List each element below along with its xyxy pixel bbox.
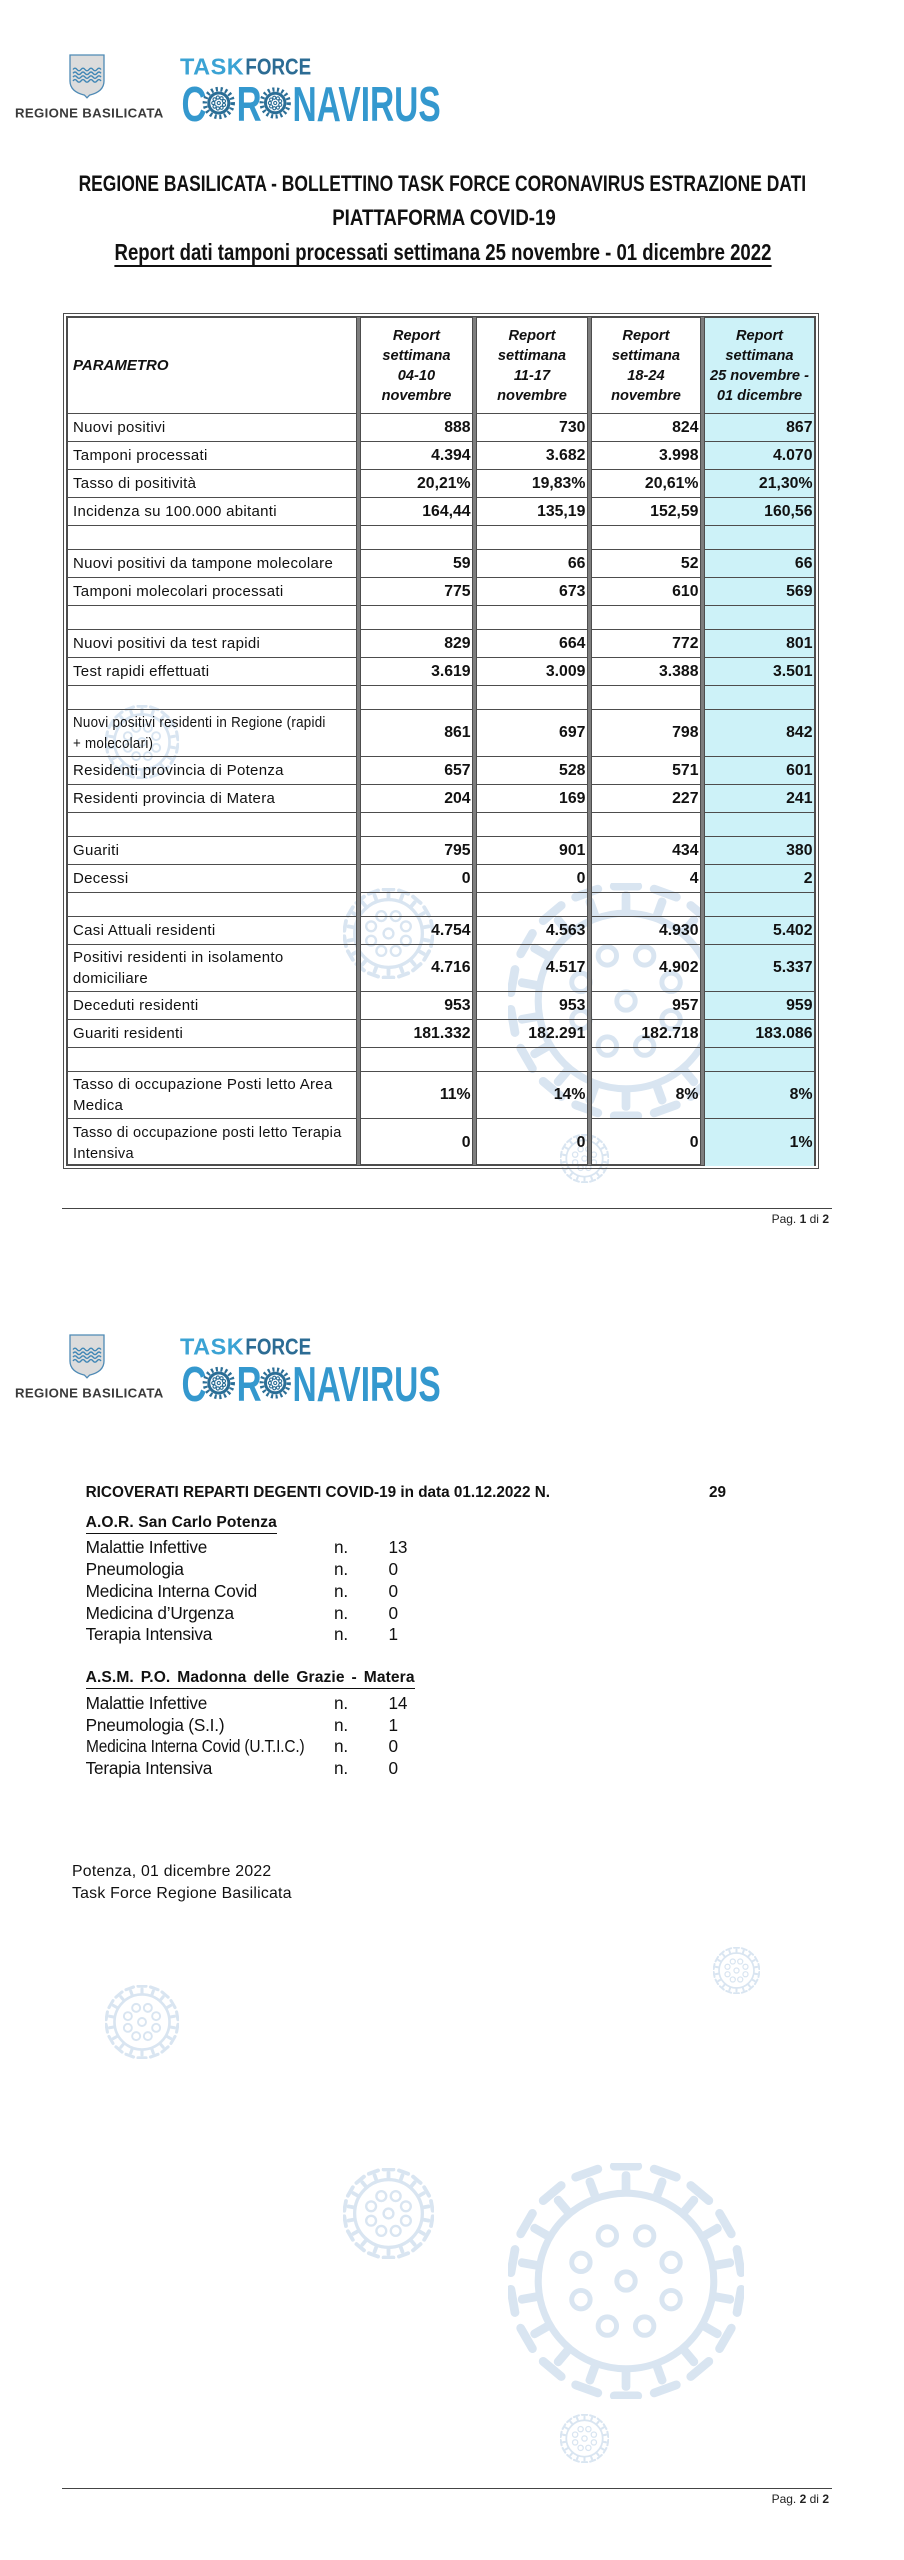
svg-text:REGIONE BASILICATA: REGIONE BASILICATA bbox=[15, 1385, 164, 1400]
svg-text:TASK: TASK bbox=[180, 1334, 244, 1360]
svg-text:FORCE: FORCE bbox=[245, 54, 311, 81]
svg-text:R: R bbox=[237, 1357, 262, 1410]
svg-text:NAVIRUS: NAVIRUS bbox=[293, 1357, 441, 1410]
svg-text:C: C bbox=[182, 1357, 207, 1410]
svg-text:TASK: TASK bbox=[180, 54, 244, 80]
svg-text:R: R bbox=[237, 77, 262, 130]
svg-text:C: C bbox=[182, 77, 207, 130]
svg-text:REGIONE BASILICATA: REGIONE BASILICATA bbox=[15, 105, 164, 120]
svg-text:NAVIRUS: NAVIRUS bbox=[293, 77, 441, 130]
svg-text:FORCE: FORCE bbox=[245, 1334, 311, 1361]
